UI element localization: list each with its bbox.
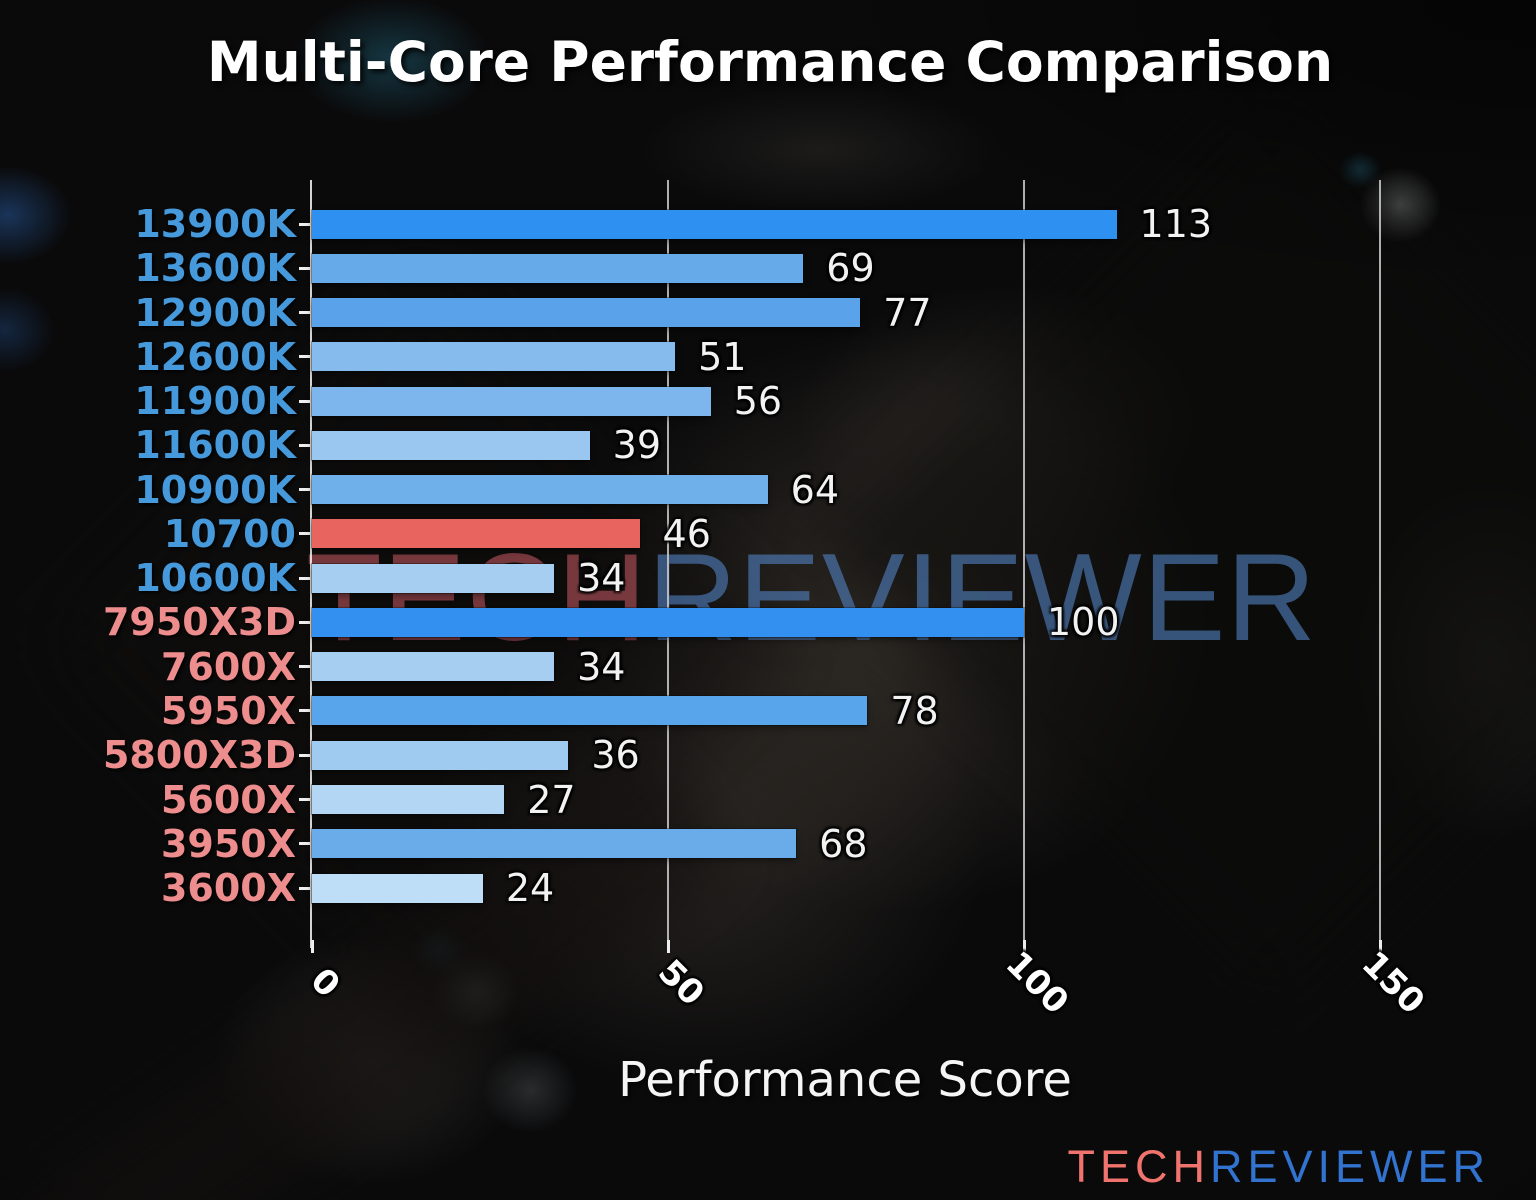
category-label-10900K: 10900K: [134, 467, 296, 512]
y-tick-10600K: [299, 576, 310, 580]
value-label-12600K: 51: [698, 334, 747, 379]
bar-5950X: [312, 696, 868, 726]
value-label-3950X: 68: [819, 821, 868, 866]
category-label-7600X: 7600X: [160, 644, 296, 689]
category-label-5950X: 5950X: [160, 688, 296, 733]
bar-7600X: [312, 652, 555, 682]
watermark-reviewer: REVIEWER: [647, 529, 1317, 667]
x-tick-label-150: 150: [1353, 943, 1433, 1023]
bar-12600K: [312, 342, 676, 372]
bar-12900K: [312, 298, 861, 328]
watermark: TECHREVIEWER: [306, 536, 1317, 660]
logo-reviewer: REVIEWER: [1209, 1141, 1490, 1192]
value-label-11600K: 39: [612, 423, 662, 468]
techreviewer-logo: TECHREVIEWER: [1067, 1141, 1490, 1193]
value-label-10700: 46: [662, 511, 711, 556]
y-tick-3600X: [299, 886, 310, 890]
value-label-11900K: 56: [733, 379, 783, 424]
value-label-7950X3D: 100: [1047, 600, 1120, 645]
gridline-150: [1379, 180, 1381, 940]
bar-7950X3D: [312, 607, 1024, 637]
value-label-10900K: 64: [790, 467, 840, 512]
y-tick-11900K: [299, 399, 310, 403]
y-tick-5950X: [299, 709, 310, 713]
chart-title: Multi-Core Performance Comparison: [206, 30, 1334, 94]
y-axis-line: [309, 180, 312, 948]
bar-10700: [312, 519, 640, 549]
bar-5600X: [312, 785, 505, 814]
y-tick-3950X: [299, 842, 310, 846]
x-tick-100: [1022, 940, 1026, 953]
x-tick-0: [310, 940, 314, 953]
x-axis-title: Performance Score: [618, 1052, 1072, 1108]
bar-10600K: [312, 563, 555, 593]
category-label-3950X: 3950X: [160, 821, 296, 866]
category-label-12600K: 12600K: [134, 334, 296, 379]
category-label-11600K: 11600K: [134, 423, 296, 468]
bar-11900K: [312, 386, 711, 416]
category-label-7950X3D: 7950X3D: [102, 600, 296, 645]
value-label-12900K: 77: [883, 290, 932, 335]
y-tick-5800X3D: [299, 753, 310, 757]
bar-13600K: [312, 253, 804, 283]
y-tick-13600K: [299, 266, 310, 270]
value-label-5800X3D: 36: [591, 733, 640, 778]
value-label-13600K: 69: [826, 246, 875, 291]
gridline-50: [667, 180, 669, 940]
y-tick-12600K: [299, 355, 310, 359]
y-tick-10700: [299, 532, 310, 536]
value-label-7600X: 34: [577, 644, 626, 689]
y-tick-5600X: [299, 798, 310, 801]
category-label-5600X: 5600X: [160, 777, 296, 822]
y-tick-12900K: [299, 311, 310, 315]
x-tick-label-0: 0: [302, 960, 348, 1006]
value-label-13900K: 113: [1139, 202, 1213, 246]
value-label-3600X: 24: [505, 866, 555, 911]
bar-3600X: [312, 873, 483, 903]
bar-5800X3D: [312, 740, 569, 770]
value-label-10600K: 34: [577, 556, 626, 601]
category-label-5800X3D: 5800X3D: [102, 733, 296, 778]
category-label-10600K: 10600K: [134, 556, 296, 601]
logo-tech: TECH: [1067, 1141, 1210, 1192]
y-tick-11600K: [299, 443, 310, 447]
watermark-tech: TECH: [306, 529, 648, 667]
category-label-3600X: 3600X: [160, 866, 296, 911]
category-label-13600K: 13600K: [134, 246, 296, 291]
bar-10900K: [312, 475, 768, 505]
value-label-5600X: 27: [527, 777, 576, 822]
x-tick-label-100: 100: [997, 943, 1077, 1023]
bar-13900K: [312, 209, 1117, 239]
category-label-11900K: 11900K: [134, 379, 296, 424]
y-tick-7600X: [299, 665, 310, 669]
bar-3950X: [312, 829, 797, 859]
y-tick-7950X3D: [299, 620, 310, 624]
category-label-13900K: 13900K: [134, 202, 296, 246]
bar-11600K: [312, 430, 590, 460]
y-tick-13900K: [299, 222, 310, 226]
gridline-100: [1023, 180, 1025, 940]
category-label-12900K: 12900K: [134, 290, 296, 335]
y-tick-10900K: [299, 488, 310, 492]
category-label-10700: 10700: [163, 511, 296, 556]
value-label-5950X: 78: [890, 688, 939, 733]
x-tick-150: [1378, 940, 1382, 953]
x-tick-label-50: 50: [650, 952, 712, 1014]
x-tick-50: [666, 940, 670, 953]
